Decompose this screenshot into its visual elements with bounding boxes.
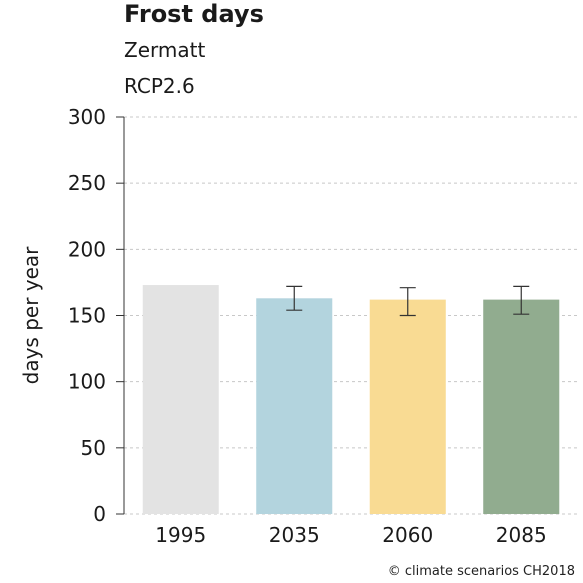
chart-subtitle-location: Zermatt xyxy=(124,38,206,62)
chart-title: Frost days xyxy=(124,0,264,28)
x-tick-label: 2035 xyxy=(269,523,320,547)
bar-2060 xyxy=(369,299,446,514)
y-tick-label: 300 xyxy=(68,105,106,129)
y-tick-label: 200 xyxy=(68,237,106,261)
y-tick-label: 100 xyxy=(68,370,106,394)
y-axis-ticks: 0 50 100 150 200 250 300 xyxy=(68,105,124,526)
error-bar-2035 xyxy=(286,285,303,311)
bars xyxy=(142,285,560,514)
copyright-note: © climate scenarios CH2018 xyxy=(387,564,575,579)
x-axis-ticks: 1995 2035 2060 2085 xyxy=(155,523,546,547)
chart-subtitle-scenario: RCP2.6 xyxy=(124,74,195,98)
error-bar-2085 xyxy=(513,285,530,315)
x-tick-label: 1995 xyxy=(155,523,206,547)
bar-2035 xyxy=(256,298,333,514)
x-tick-label: 2085 xyxy=(496,523,547,547)
x-tick-label: 2060 xyxy=(382,523,433,547)
bar-2085 xyxy=(483,299,560,514)
y-tick-label: 150 xyxy=(68,304,106,328)
error-bars xyxy=(286,285,530,317)
y-tick-label: 250 xyxy=(68,171,106,195)
y-axis-label: days per year xyxy=(19,246,43,385)
error-bar-2060 xyxy=(399,287,416,317)
bar-1995 xyxy=(142,285,219,514)
y-tick-label: 0 xyxy=(93,502,106,526)
y-tick-label: 50 xyxy=(81,436,106,460)
